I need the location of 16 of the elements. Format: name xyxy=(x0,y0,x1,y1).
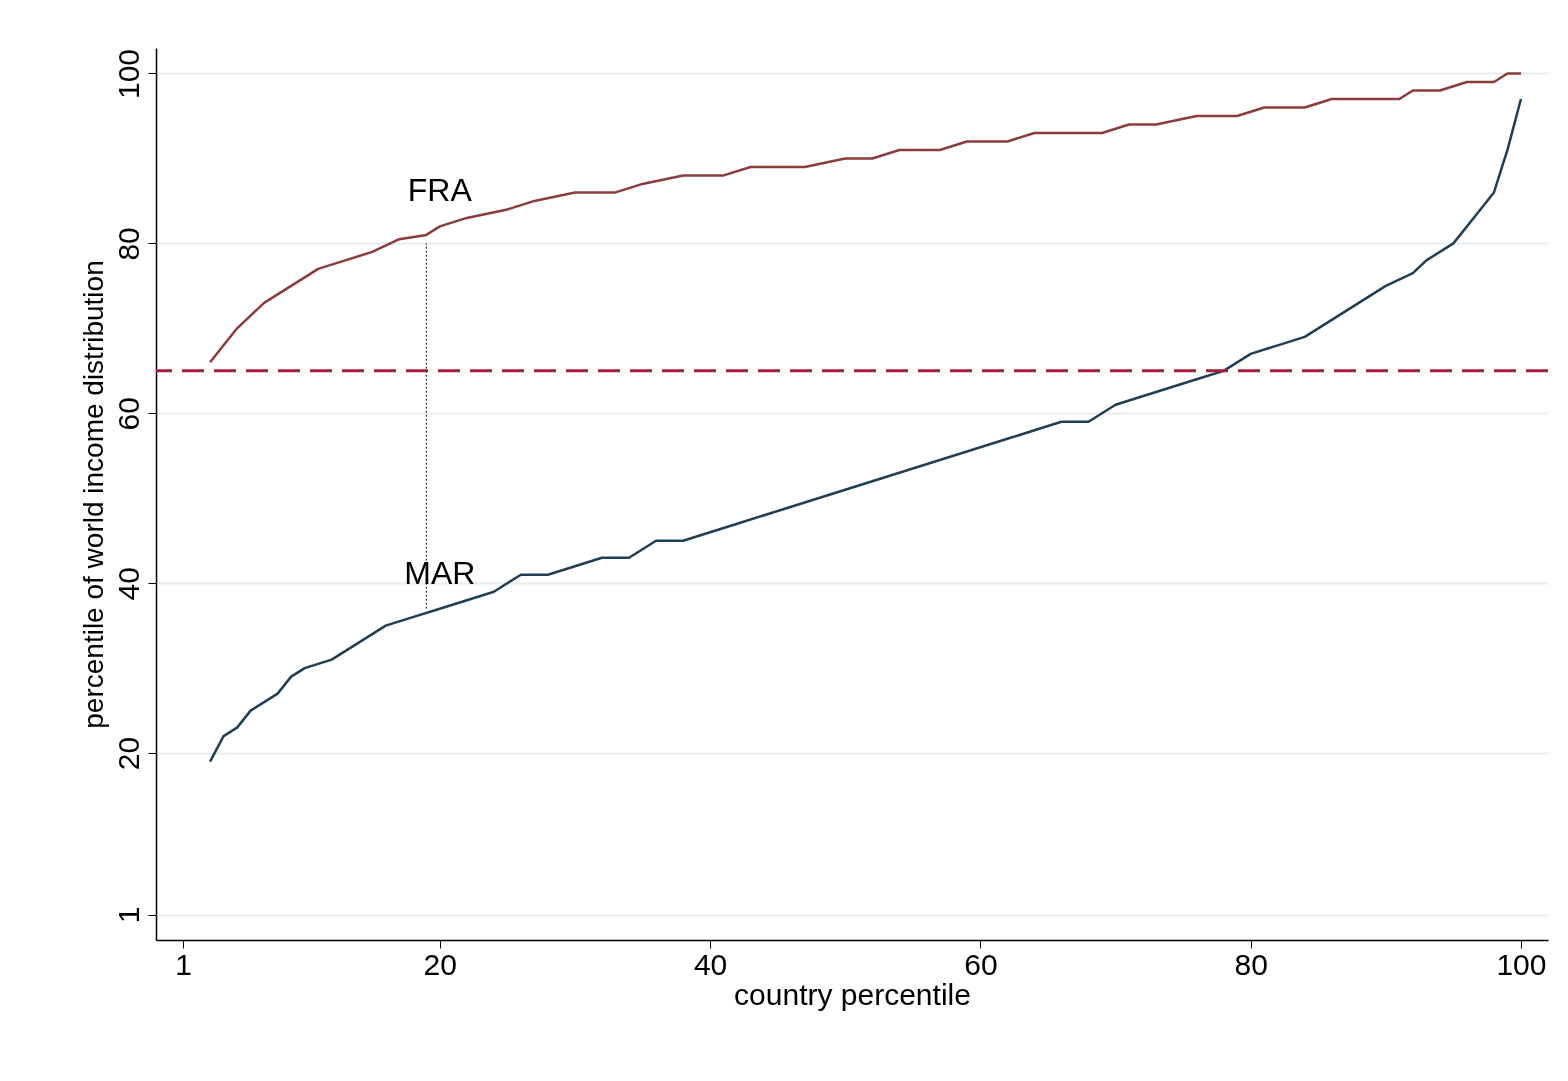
x-tick-label: 20 xyxy=(423,947,457,981)
x-tick-label: 40 xyxy=(693,947,728,981)
x-tick-label: 1 xyxy=(175,947,192,981)
x-tick-label: 100 xyxy=(1496,947,1547,981)
y-tick-label: 20 xyxy=(111,736,145,771)
x-tick-label: 80 xyxy=(1234,947,1268,981)
line-series xyxy=(208,72,1523,364)
series-label: FRA xyxy=(407,172,473,209)
y-axis-title: percentile of world income distribution xyxy=(77,260,109,729)
y-tick-label: 80 xyxy=(111,227,145,261)
y-tick-label: 100 xyxy=(111,48,145,100)
y-tick-label: 1 xyxy=(111,906,145,924)
y-tick-label: 40 xyxy=(111,567,145,601)
y-tick-label: 60 xyxy=(111,397,145,431)
line-series xyxy=(208,97,1523,763)
series-label: MAR xyxy=(404,554,476,591)
